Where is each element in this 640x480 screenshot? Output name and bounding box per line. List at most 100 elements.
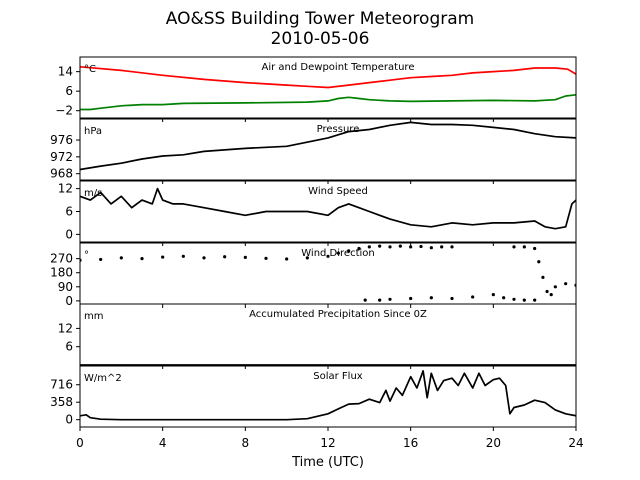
data-point (533, 246, 537, 251)
data-point (512, 297, 516, 301)
data-point (357, 246, 361, 251)
data-point (398, 244, 402, 248)
y-tick-label: 0 (65, 227, 73, 241)
y-tick-label: −2 (55, 104, 73, 118)
data-point (409, 245, 413, 249)
y-tick-label: 358 (50, 395, 73, 409)
data-point (388, 297, 392, 301)
y-tick-label: 6 (65, 340, 73, 354)
data-point (450, 245, 454, 249)
figure-title: AO&SS Building Tower Meteorogram (166, 9, 474, 29)
panels: −2 6 14 Air and Dewpoint Temperature °C 968 97… (50, 56, 577, 431)
panel-title: Wind Speed (308, 186, 368, 197)
series-line-0 (80, 121, 576, 171)
y-tick-label: 6 (65, 84, 73, 98)
x-tick-label: 16 (403, 436, 418, 450)
data-point (429, 296, 433, 300)
y-tick-label: 6 (65, 205, 73, 219)
data-point (541, 275, 545, 280)
x-tick-label: 4 (159, 436, 167, 450)
y-tick-label: 968 (50, 167, 73, 181)
data-point (285, 257, 289, 261)
y-tick-label: 90 (58, 280, 73, 294)
data-point (336, 251, 340, 255)
data-point (545, 289, 549, 294)
panel-unit: m/s (84, 188, 102, 199)
data-point (388, 245, 392, 249)
panel-unit: hPa (84, 126, 102, 137)
data-point (533, 298, 537, 302)
data-point (99, 257, 103, 262)
data-point (367, 245, 371, 249)
panel-title: Air and Dewpoint Temperature (262, 62, 415, 73)
panel-data (80, 187, 576, 230)
panel-2: 0 6 12 Wind Speed m/s (58, 180, 577, 246)
x-tick-label: 0 (76, 436, 84, 450)
panel-title: Wind Direction (301, 248, 375, 259)
x-tick-label: 12 (320, 436, 335, 450)
y-tick-label: 0 (65, 294, 73, 308)
x-tick-label: 24 (568, 436, 583, 450)
y-tick-label: 180 (50, 266, 73, 280)
panel-0: −2 6 14 Air and Dewpoint Temperature °C (55, 56, 577, 122)
series-line-0 (80, 187, 576, 230)
data-point (305, 256, 309, 260)
data-point (161, 255, 165, 259)
data-point (553, 285, 557, 289)
data-point (471, 295, 475, 299)
data-point (450, 296, 454, 301)
y-tick-label: 0 (65, 413, 73, 427)
panel-unit: W/m^2 (84, 373, 122, 384)
data-point (522, 298, 526, 302)
data-point (119, 256, 123, 260)
panel-4: 6 12 Accumulated Precipitation Since 0Z mm (58, 303, 577, 369)
data-point (512, 245, 516, 249)
data-point (564, 282, 568, 286)
y-tick-label: 12 (58, 182, 73, 196)
panel-unit: mm (84, 311, 103, 322)
data-point (140, 257, 144, 261)
data-point (549, 293, 553, 297)
series-line-1 (80, 93, 576, 111)
data-point (378, 244, 382, 248)
panel-data (80, 244, 576, 302)
y-tick-label: 270 (50, 252, 73, 266)
panel-data (80, 65, 576, 111)
x-tick-label: 8 (242, 436, 250, 450)
data-point (502, 296, 506, 300)
data-point (522, 245, 526, 249)
data-point (363, 298, 367, 302)
panel-title: Accumulated Precipitation Since 0Z (249, 309, 427, 320)
data-point (491, 293, 495, 297)
data-point (378, 298, 382, 302)
panel-5: 0 358 716 Solar Flux W/m^2 (50, 365, 577, 431)
panel-data (80, 370, 576, 421)
x-tick-label: 20 (486, 436, 501, 450)
data-point (429, 246, 433, 250)
panel-unit: ° (84, 250, 89, 261)
x-axis-label: Time (UTC) (291, 455, 364, 470)
panel-data (80, 121, 576, 171)
panel-unit: °C (84, 64, 96, 75)
data-point (419, 244, 423, 249)
y-tick-label: 14 (58, 65, 73, 79)
data-point (223, 255, 227, 259)
data-point (409, 296, 413, 301)
data-point (264, 256, 268, 260)
series-line-0 (80, 370, 576, 421)
y-tick-label: 12 (58, 321, 73, 335)
data-point (202, 256, 206, 260)
data-point (537, 260, 541, 264)
panel-1: 968 972 976 Pressure hPa (50, 118, 577, 184)
data-point (347, 249, 351, 253)
data-point (326, 254, 330, 258)
y-tick-label: 716 (50, 378, 73, 392)
panel-title: Solar Flux (313, 371, 363, 382)
x-axis: 0 4 8 12 16 20 24 (76, 436, 583, 450)
panel-title: Pressure (317, 124, 360, 135)
y-tick-label: 976 (50, 133, 73, 147)
data-point (181, 254, 185, 258)
data-point (440, 245, 444, 249)
data-point (243, 255, 247, 259)
